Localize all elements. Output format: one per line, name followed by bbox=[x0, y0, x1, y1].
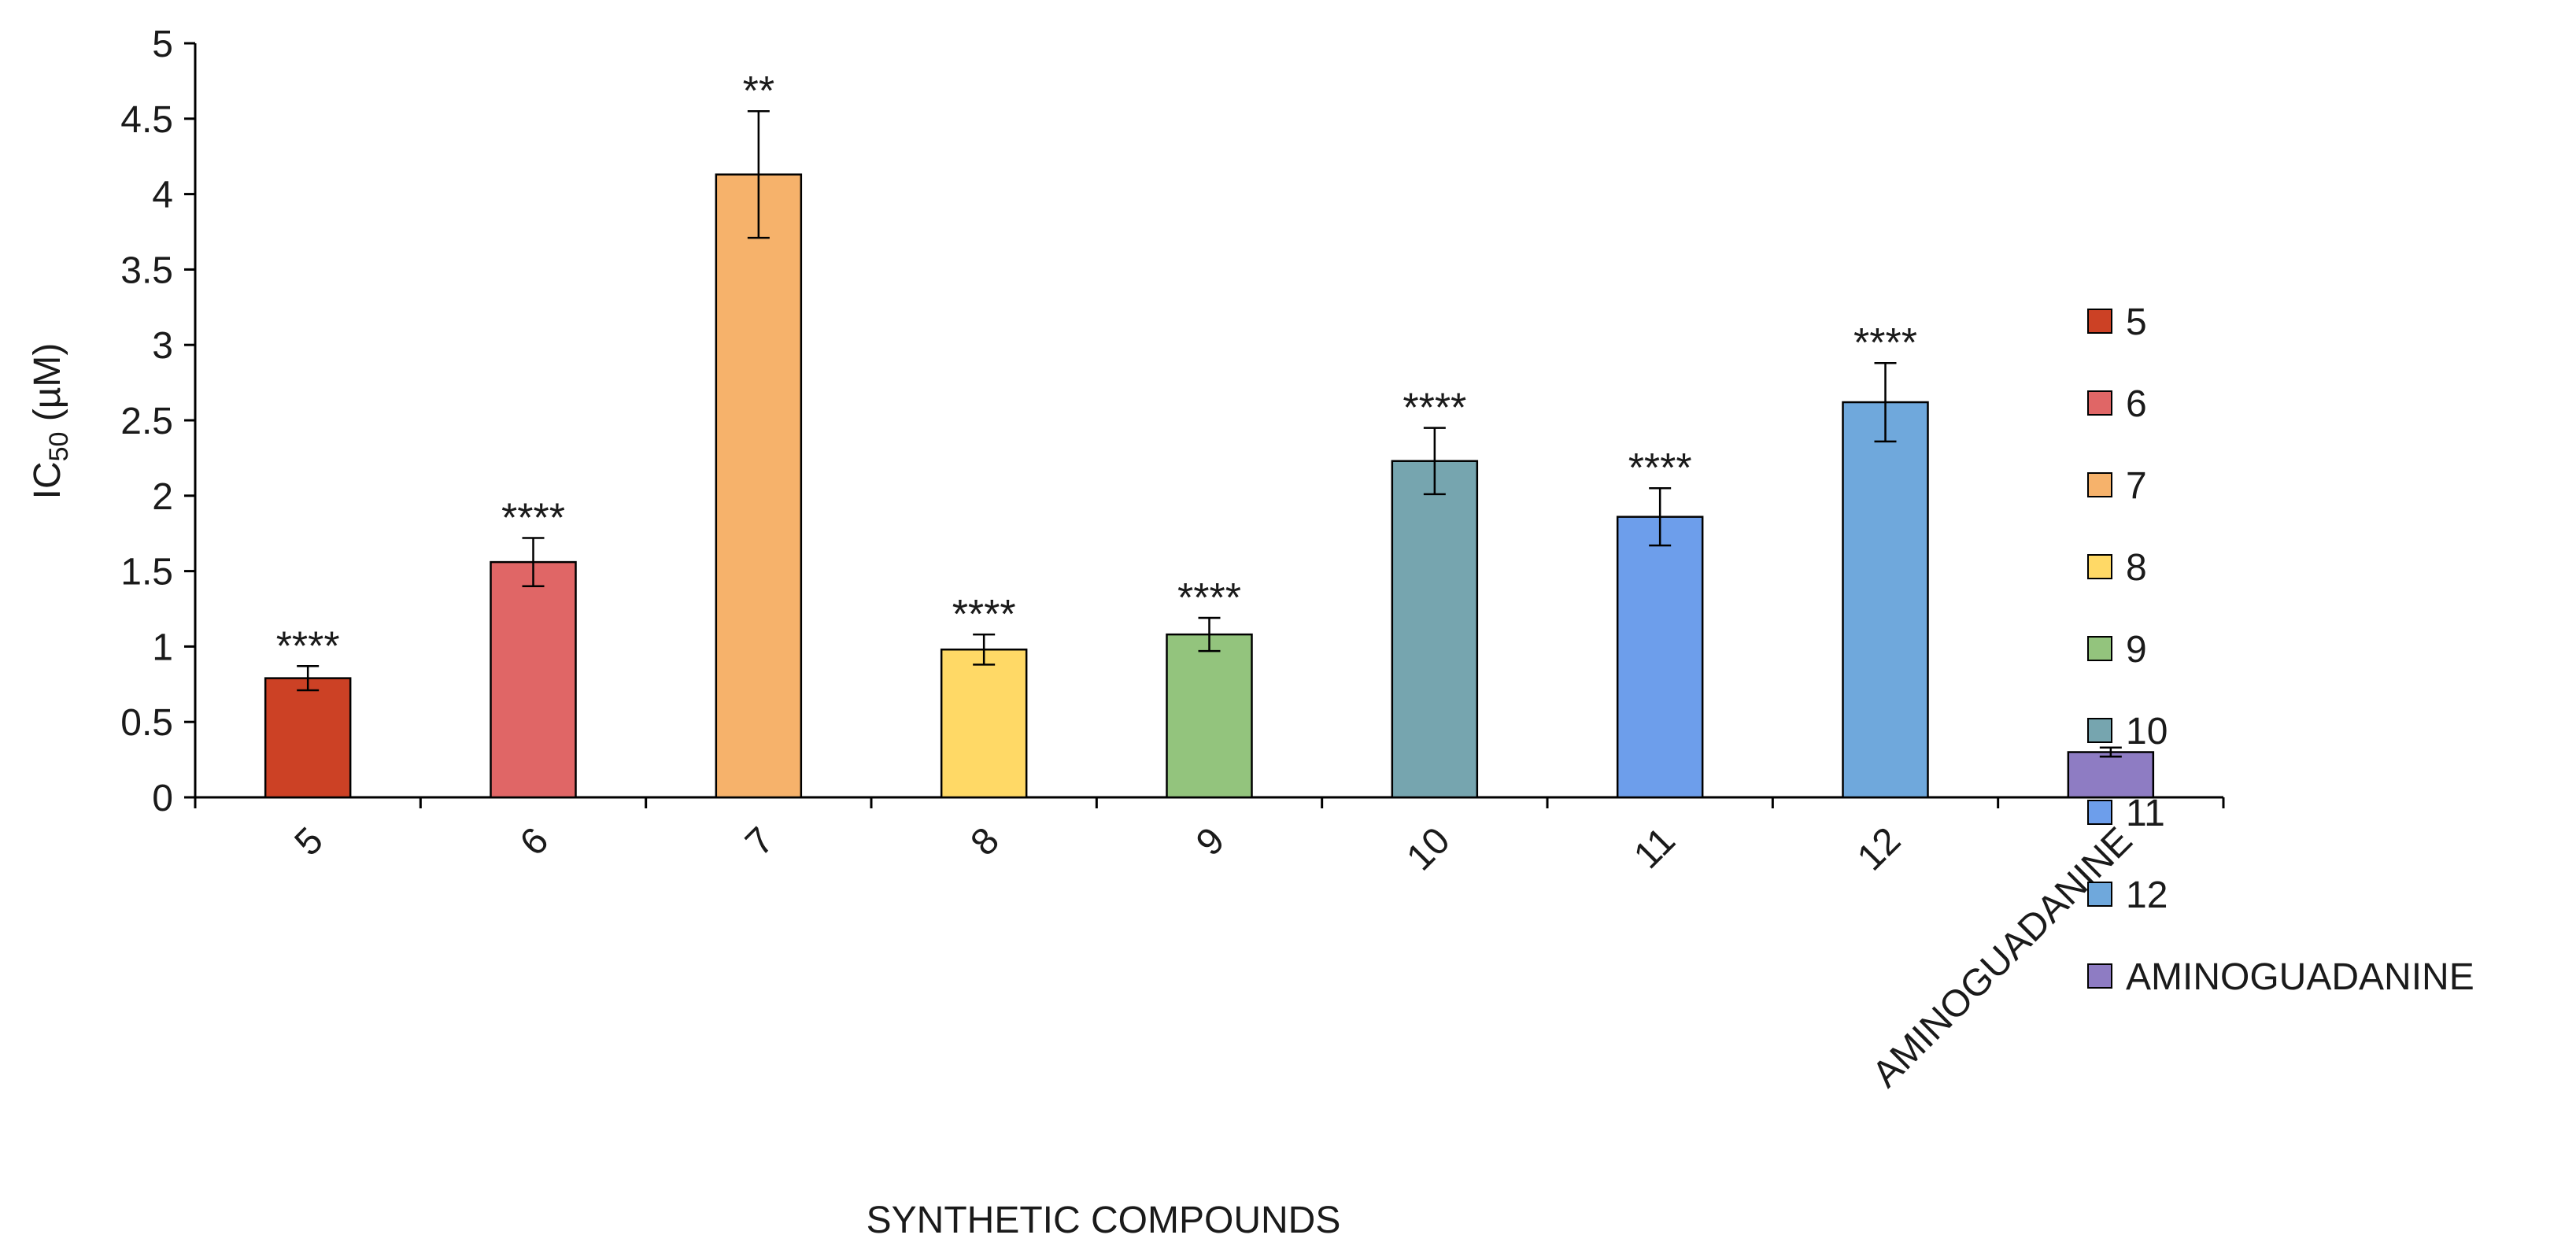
x-axis-title: SYNTHETIC COMPOUNDS bbox=[867, 1200, 1341, 1241]
legend-item: 5 bbox=[2087, 301, 2147, 343]
x-tick-label: 8 bbox=[963, 819, 1007, 863]
error-bar-10 bbox=[1423, 427, 1446, 496]
error-bar-7 bbox=[747, 109, 770, 239]
legend: 5 6 7 8 9 10 11 12 AMINOGUADANINE bbox=[2087, 301, 2474, 998]
y-axis-title-main: IC bbox=[27, 461, 68, 499]
legend-swatch bbox=[2087, 472, 2112, 497]
legend-label: 5 bbox=[2126, 301, 2147, 343]
x-tick-label: 7 bbox=[737, 819, 782, 863]
error-bar-aminoguadanine bbox=[2099, 746, 2122, 758]
significance-label: **** bbox=[276, 623, 340, 669]
bar-12 bbox=[1842, 401, 1929, 799]
y-tick-label: 0 bbox=[152, 778, 173, 819]
error-bar-6 bbox=[522, 537, 545, 588]
legend-label: 12 bbox=[2126, 874, 2168, 916]
legend-item: 10 bbox=[2087, 711, 2168, 752]
legend-item: 12 bbox=[2087, 874, 2168, 916]
x-tick-label: 12 bbox=[1850, 819, 1909, 878]
bar-11 bbox=[1616, 516, 1704, 799]
legend-item: 11 bbox=[2087, 793, 2165, 834]
legend-label: 7 bbox=[2126, 465, 2147, 507]
y-tick-label: 3.5 bbox=[120, 250, 173, 291]
legend-item: 7 bbox=[2087, 465, 2147, 507]
error-bar-8 bbox=[973, 633, 996, 666]
legend-swatch bbox=[2087, 800, 2112, 825]
y-tick-label: 1.5 bbox=[120, 552, 173, 593]
y-axis-title-unit: (µM) bbox=[27, 343, 68, 432]
y-tick-label: 0.5 bbox=[120, 702, 173, 744]
error-bar-12 bbox=[1874, 361, 1897, 443]
x-tick-label: 6 bbox=[512, 819, 556, 863]
legend-swatch bbox=[2087, 390, 2112, 416]
significance-label: **** bbox=[1403, 386, 1466, 431]
y-tick-label: 2 bbox=[152, 476, 173, 518]
significance-label: **** bbox=[501, 495, 565, 541]
significance-label: ** bbox=[743, 68, 774, 114]
y-tick-label: 1 bbox=[152, 627, 173, 668]
legend-swatch bbox=[2087, 636, 2112, 661]
y-tick-label: 4 bbox=[152, 175, 173, 216]
legend-swatch bbox=[2087, 718, 2112, 743]
legend-item: AMINOGUADANINE bbox=[2087, 956, 2474, 998]
significance-label: **** bbox=[952, 592, 1016, 638]
error-bar-5 bbox=[297, 665, 320, 692]
x-tick-label: 10 bbox=[1399, 819, 1458, 878]
legend-label: 11 bbox=[2126, 793, 2165, 834]
bar-aminoguadanine bbox=[2067, 751, 2155, 799]
bar-7 bbox=[715, 173, 803, 799]
bar-6 bbox=[490, 560, 577, 799]
y-axis-title-subscript: 50 bbox=[44, 432, 74, 462]
y-axis-title: IC50 (µM) bbox=[27, 343, 74, 500]
bar-5 bbox=[264, 677, 352, 799]
legend-label: 8 bbox=[2126, 547, 2147, 589]
y-tick-label: 3 bbox=[152, 325, 173, 367]
legend-label: AMINOGUADANINE bbox=[2126, 956, 2474, 998]
significance-labels: ************** **************** bbox=[276, 68, 1917, 669]
bar-10 bbox=[1391, 460, 1479, 799]
significance-label: **** bbox=[1853, 320, 1917, 366]
error-bar-11 bbox=[1649, 486, 1672, 547]
y-tick-label: 2.5 bbox=[120, 401, 173, 442]
legend-swatch bbox=[2087, 882, 2112, 907]
legend-swatch bbox=[2087, 309, 2112, 334]
legend-label: 9 bbox=[2126, 629, 2147, 671]
x-tick-label: 9 bbox=[1188, 819, 1233, 863]
x-tick-label: AMINOGUADANINE bbox=[1865, 819, 2141, 1096]
legend-swatch bbox=[2087, 554, 2112, 579]
error-bars bbox=[297, 109, 2122, 758]
legend-item: 9 bbox=[2087, 629, 2147, 671]
legend-swatch bbox=[2087, 963, 2112, 989]
x-tick-label: 5 bbox=[287, 819, 331, 863]
bar-8 bbox=[940, 648, 1028, 799]
significance-label: **** bbox=[1628, 445, 1692, 491]
legend-item: 6 bbox=[2087, 383, 2147, 425]
legend-item: 8 bbox=[2087, 547, 2147, 589]
y-axis-ticks: 0 0.5 1 1.5 2 2.5 3 3.5 4 4.5 5 bbox=[120, 24, 195, 819]
y-tick-label: 5 bbox=[152, 24, 173, 65]
bar-9 bbox=[1166, 633, 1253, 799]
legend-label: 10 bbox=[2126, 711, 2168, 752]
significance-label: **** bbox=[1177, 575, 1241, 621]
y-tick-label: 4.5 bbox=[120, 99, 173, 141]
x-tick-label: 11 bbox=[1626, 819, 1683, 877]
error-bar-9 bbox=[1198, 616, 1221, 653]
bars bbox=[264, 173, 2155, 799]
legend-label: 6 bbox=[2126, 383, 2147, 425]
